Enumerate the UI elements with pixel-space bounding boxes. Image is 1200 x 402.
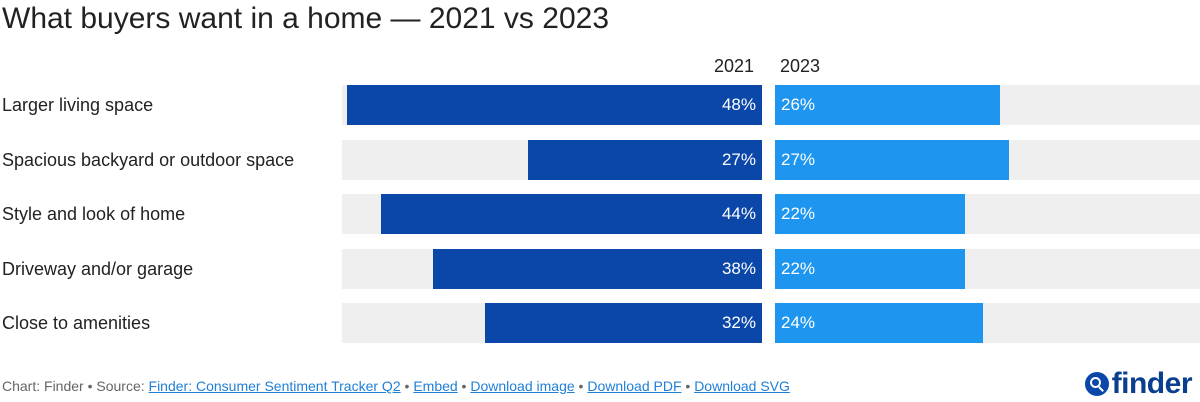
search-magnifier-icon [1084, 372, 1109, 396]
bar-2021: 48% [346, 85, 762, 125]
series-header-2021: 2021 [714, 56, 755, 76]
footer-separator: • [574, 378, 588, 394]
chart-row: Close to amenities 32% 24% [0, 303, 1200, 343]
chart-row: Spacious backyard or outdoor space 27% 27% [0, 139, 1200, 180]
source-link[interactable]: Finder: Consumer Sentiment Tracker Q2 [148, 378, 401, 394]
bar-2021: 38% [433, 248, 762, 289]
bar-2023: 27% [775, 139, 1009, 180]
bar-2023: 26% [775, 85, 1000, 125]
footer-separator: • [457, 378, 471, 394]
embed-link[interactable]: Embed [413, 378, 458, 394]
chart-title: What buyers want in a home — 2021 vs 202… [2, 2, 610, 35]
footer-separator: • [681, 378, 695, 394]
bar-2021: 27% [528, 139, 762, 180]
category-label: Spacious backyard or outdoor space [2, 149, 295, 170]
bar-2023: 22% [775, 194, 966, 234]
footer-separator: • [400, 378, 414, 394]
category-label: Close to amenities [2, 313, 151, 333]
category-label: Larger living space [2, 95, 154, 115]
category-label: Style and look of home [2, 204, 186, 224]
chart-row: Driveway and/or garage 38% 22% [0, 248, 1200, 289]
bar-2021: 44% [381, 194, 762, 234]
bar-2023: 24% [775, 303, 983, 343]
bar-2023: 22% [775, 248, 966, 289]
download-image-link[interactable]: Download image [470, 378, 575, 394]
logo-text: finder [1111, 367, 1193, 400]
bar-2021: 32% [485, 303, 762, 343]
chart-row: Larger living space 48% 26% [0, 85, 1200, 125]
category-label: Driveway and/or garage [2, 258, 194, 279]
download-svg-link[interactable]: Download SVG [694, 378, 790, 394]
finder-logo: finder [1084, 366, 1193, 402]
series-header-2023: 2023 [780, 56, 821, 76]
chart-row: Style and look of home 44% 22% [0, 194, 1200, 234]
download-pdf-link[interactable]: Download PDF [587, 378, 682, 394]
footer-prefix: Chart: Finder • Source: [2, 378, 149, 394]
chart-footer: Chart: Finder • Source: Finder: Consumer… [2, 378, 790, 394]
